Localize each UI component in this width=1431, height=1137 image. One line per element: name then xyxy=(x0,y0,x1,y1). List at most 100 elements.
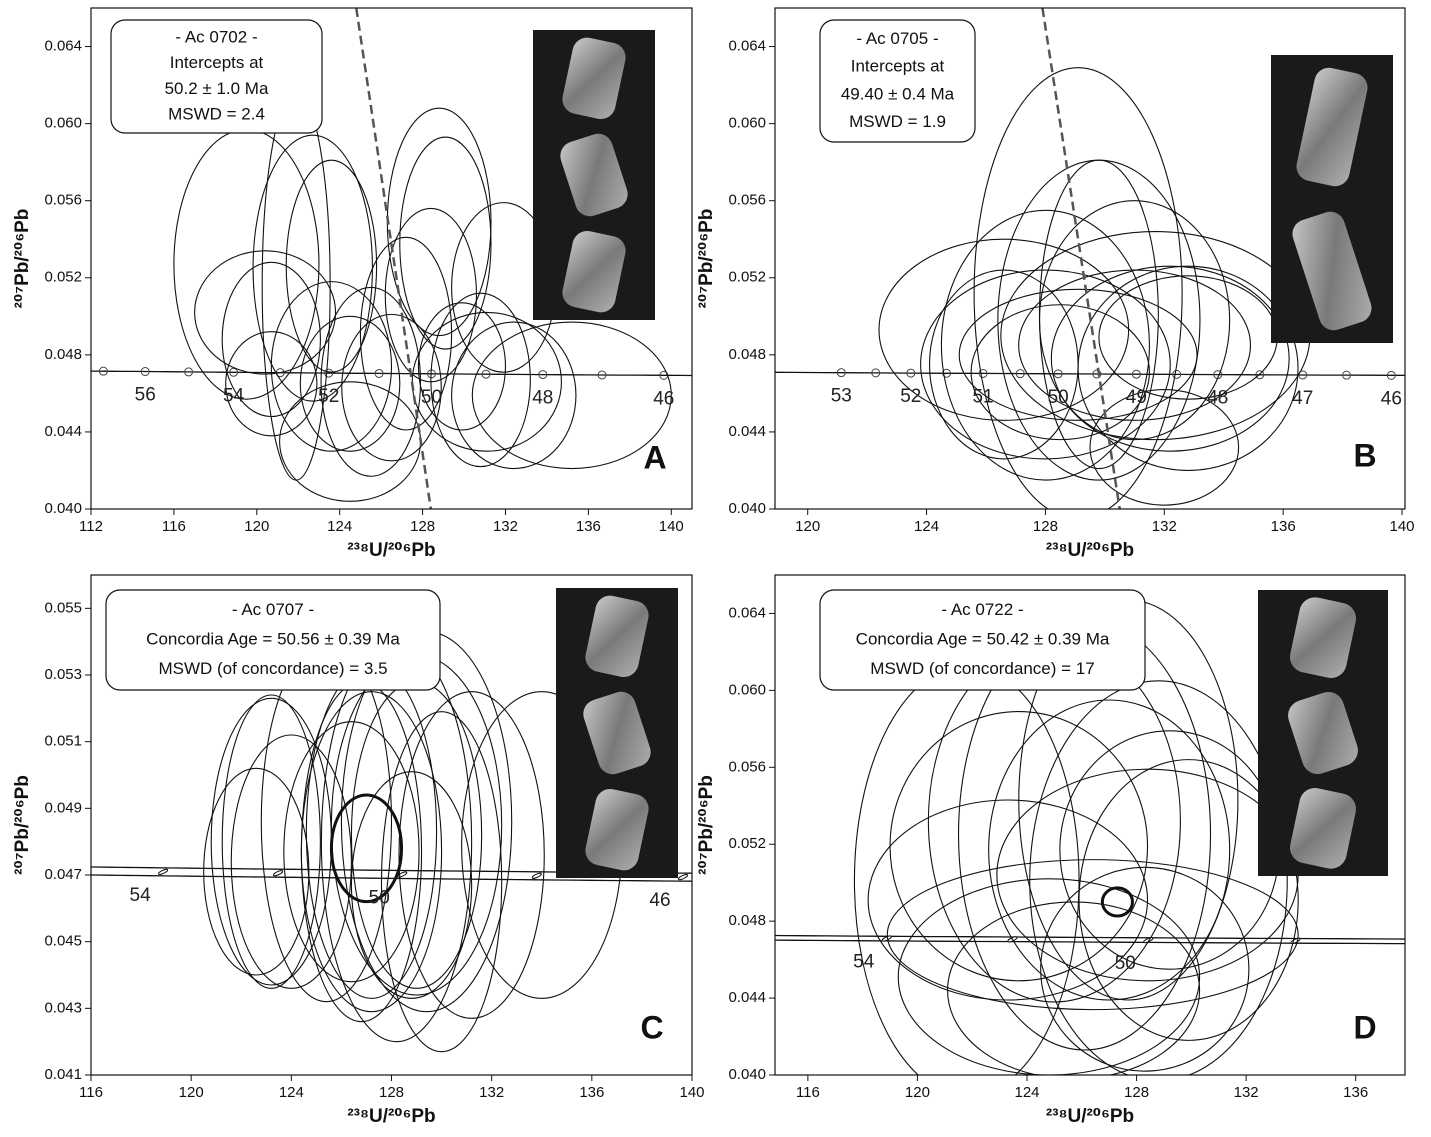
error-ellipse xyxy=(1089,388,1240,506)
panel: 116 120 124 128 132 136 0.040 0.044 0.048 0.052 0.… xyxy=(696,574,1406,1127)
error-ellipse xyxy=(1040,866,1250,1072)
panel-label: C xyxy=(640,1009,663,1045)
error-ellipse xyxy=(359,236,453,431)
error-ellipse xyxy=(386,107,492,337)
x-tick-label: 140 xyxy=(1390,518,1415,535)
error-ellipse xyxy=(173,128,320,400)
age-label: 50 xyxy=(1115,953,1136,974)
error-ellipse xyxy=(380,711,503,1053)
annotation-box xyxy=(105,589,441,691)
annotation-box xyxy=(819,19,976,143)
panel-label: B xyxy=(1353,437,1376,473)
y-tick-label: 0.060 xyxy=(44,115,82,132)
y-tick-label: 0.051 xyxy=(44,733,82,750)
zircon-crystal xyxy=(1289,787,1357,869)
x-tick-label: 128 xyxy=(379,1084,404,1101)
x-tick-label: 136 xyxy=(1343,1084,1368,1101)
x-tick-label: 132 xyxy=(479,1084,504,1101)
error-ellipse xyxy=(279,381,422,502)
age-label: 50 xyxy=(369,888,390,909)
y-tick-label: 0.040 xyxy=(44,500,82,517)
y-tick-label: 0.048 xyxy=(728,912,766,929)
x-tick-label: 132 xyxy=(493,518,518,535)
age-marker xyxy=(531,872,542,879)
error-ellipse xyxy=(320,286,422,477)
plot-area xyxy=(775,8,1405,509)
age-marker xyxy=(1255,370,1265,380)
zircon-crystal xyxy=(1289,597,1357,679)
age-marker xyxy=(906,368,916,378)
age-marker xyxy=(836,368,846,378)
age-label: 48 xyxy=(1207,388,1228,409)
error-ellipse xyxy=(970,304,1150,441)
x-tick-label: 132 xyxy=(1234,1084,1259,1101)
annotation-line: 50.2 ± 1.0 Ma xyxy=(165,79,269,98)
annotation-line: - Ac 0702 - xyxy=(175,27,257,46)
y-axis-label: ²⁰⁷Pb/²⁰⁶Pb xyxy=(12,775,33,875)
x-tick-label: 128 xyxy=(410,518,435,535)
error-ellipse xyxy=(1038,200,1231,441)
age-marker xyxy=(481,369,491,379)
y-tick-label: 0.040 xyxy=(728,1066,766,1083)
annotation-box xyxy=(819,589,1146,691)
error-ellipse xyxy=(996,768,1299,982)
error-ellipse xyxy=(230,734,352,989)
annotation-line: MSWD = 2.4 xyxy=(168,105,265,124)
y-axis-label: ²⁰⁷Pb/²⁰⁶Pb xyxy=(12,209,33,309)
concordia-curve xyxy=(775,939,1405,945)
panel-label: A xyxy=(643,439,666,475)
plot-frame xyxy=(774,7,1406,510)
age-marker xyxy=(1053,369,1063,379)
x-tick-label: 140 xyxy=(659,518,684,535)
age-label: 54 xyxy=(130,885,152,906)
plot-frame xyxy=(774,574,1406,1076)
y-tick-label: 0.048 xyxy=(728,346,766,363)
error-ellipse xyxy=(1078,759,1299,1041)
error-ellipse xyxy=(330,654,503,996)
x-tick-label: 136 xyxy=(579,1084,604,1101)
error-ellipse xyxy=(411,311,562,452)
error-ellipse xyxy=(221,694,321,989)
age-marker xyxy=(1386,370,1396,380)
zircon-crystal xyxy=(560,133,628,217)
error-ellipse xyxy=(889,710,1149,982)
age-label: 54 xyxy=(853,952,875,973)
concordia-age-ellipse xyxy=(1100,886,1134,918)
error-ellipse xyxy=(973,67,1183,509)
error-ellipse xyxy=(947,901,1201,1075)
panel: 112 116 120 124 128 132 136 140 0.040 0.044 0.048 0… xyxy=(12,7,693,561)
y-tick-label: 0.056 xyxy=(728,758,766,775)
y-tick-label: 0.052 xyxy=(44,269,82,286)
age-marker xyxy=(1015,369,1025,379)
error-ellipse xyxy=(471,321,672,470)
error-ellipse xyxy=(417,302,507,431)
error-ellipse xyxy=(988,699,1231,1001)
age-marker xyxy=(374,368,384,378)
x-tick-label: 112 xyxy=(79,518,103,535)
age-marker xyxy=(1092,369,1102,379)
x-tick-label: 124 xyxy=(279,1084,304,1101)
age-label: 56 xyxy=(135,385,156,406)
error-ellipse xyxy=(398,691,545,1019)
age-marker xyxy=(1131,369,1141,379)
y-tick-label: 0.060 xyxy=(728,681,766,698)
annotation-line: Concordia Age = 50.56 ± 0.39 Ma xyxy=(146,629,400,648)
annotation-line: Concordia Age = 50.42 ± 0.39 Ma xyxy=(856,629,1110,648)
panel-label: D xyxy=(1353,1009,1376,1045)
y-axis-label: ²⁰⁷Pb/²⁰⁶Pb xyxy=(696,775,717,875)
age-marker xyxy=(597,370,607,380)
x-axis-label: ²³⁸U/²⁰⁶Pb xyxy=(1046,1106,1134,1127)
annotation-line: MSWD (of concordance) = 3.5 xyxy=(158,659,387,678)
x-tick-label: 124 xyxy=(327,518,352,535)
x-axis-label: ²³⁸U/²⁰⁶Pb xyxy=(347,1106,435,1127)
concordia-curve xyxy=(91,370,692,377)
age-marker xyxy=(98,366,108,376)
y-tick-label: 0.060 xyxy=(728,115,766,132)
error-ellipse xyxy=(867,799,1149,1001)
error-ellipse xyxy=(299,315,401,452)
age-label: 46 xyxy=(653,388,674,409)
error-ellipse xyxy=(270,281,393,452)
age-marker xyxy=(871,368,881,378)
x-tick-label: 116 xyxy=(162,518,186,535)
